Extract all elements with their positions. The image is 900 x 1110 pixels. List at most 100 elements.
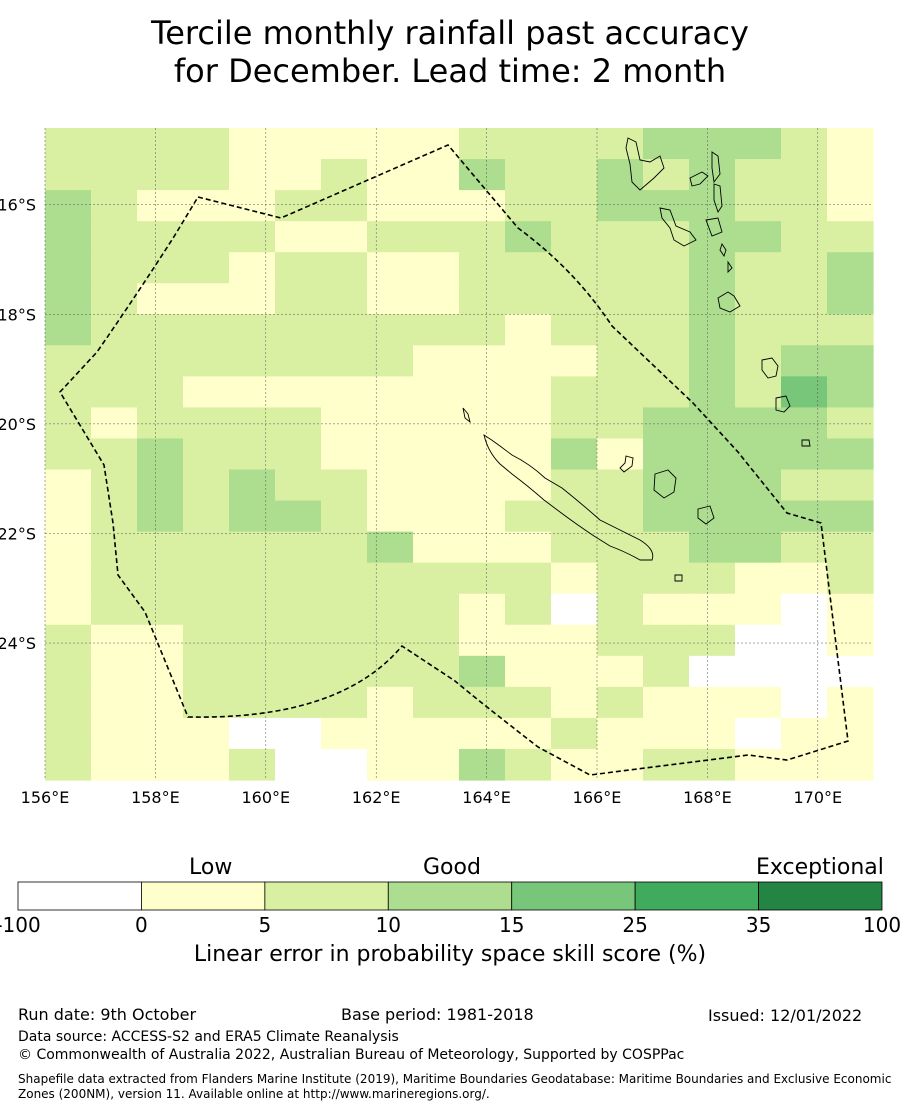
skill-cell: [505, 190, 552, 222]
skill-cell: [643, 686, 690, 719]
skill-cell: [275, 624, 322, 657]
skill-cell: [551, 190, 598, 222]
skill-cell: [367, 438, 414, 471]
skill-cell: [275, 469, 322, 502]
skill-cell: [781, 469, 828, 502]
skill-cell: [45, 221, 92, 253]
skill-cell: [413, 686, 460, 719]
skill-cell: [367, 128, 414, 160]
skill-cell: [735, 376, 782, 409]
skill-cell: [413, 438, 460, 471]
skill-cell: [45, 655, 92, 688]
skill-cell: [689, 531, 736, 564]
skill-cell: [781, 314, 828, 346]
skill-cell: [275, 159, 322, 191]
skill-cell: [459, 717, 506, 750]
skill-cell: [275, 686, 322, 719]
skill-cell: [321, 252, 368, 284]
colorbar-tick-label: 5: [258, 913, 271, 937]
skill-cell: [91, 562, 138, 595]
skill-cell: [597, 190, 644, 222]
skill-cell: [827, 717, 874, 750]
skill-cell: [137, 283, 184, 315]
skill-cell: [597, 345, 644, 377]
colorbar-tick-label: 15: [499, 913, 524, 937]
skill-cell: [597, 159, 644, 191]
skill-cell: [275, 562, 322, 595]
skill-cell: [459, 531, 506, 564]
skill-cell: [597, 221, 644, 253]
island-coastline: [659, 207, 697, 247]
skill-cell: [229, 593, 276, 626]
skill-cell: [45, 562, 92, 595]
run-date: Run date: 9th October: [18, 1005, 197, 1024]
skill-cell: [505, 748, 552, 781]
skill-cell: [551, 593, 598, 626]
skill-cell: [367, 531, 414, 564]
skill-cell: [321, 500, 368, 533]
skill-cell: [551, 748, 598, 781]
skill-cell: [183, 531, 230, 564]
skill-cell: [781, 593, 828, 626]
skill-grid: [45, 128, 874, 781]
skill-cell: [137, 252, 184, 284]
skill-cell: [45, 407, 92, 440]
skill-cell: [505, 438, 552, 471]
skill-cell: [735, 190, 782, 222]
skill-cell: [229, 500, 276, 533]
skill-cell: [367, 252, 414, 284]
skill-cell: [597, 376, 644, 409]
skill-cell: [183, 283, 230, 315]
skill-cell: [413, 314, 460, 346]
skill-cell: [689, 717, 736, 750]
colorbar-segment: [758, 881, 883, 911]
island-coastline: [625, 137, 665, 191]
chart-title: Tercile monthly rainfall past accuracy f…: [0, 14, 900, 90]
skill-cell: [183, 314, 230, 346]
skill-cell: [689, 283, 736, 315]
skill-cell: [597, 469, 644, 502]
skill-cell: [45, 717, 92, 750]
skill-cell: [137, 128, 184, 160]
skill-cell: [505, 717, 552, 750]
skill-cell: [597, 407, 644, 440]
skill-cell: [275, 190, 322, 222]
island-coastline: [705, 217, 723, 237]
longitude-tick-label: 168°E: [683, 788, 732, 807]
skill-cell: [45, 190, 92, 222]
skill-cell: [643, 407, 690, 440]
skill-cell: [413, 531, 460, 564]
skill-cell: [459, 221, 506, 253]
skill-cell: [91, 128, 138, 160]
skill-cell: [367, 190, 414, 222]
skill-cell: [413, 221, 460, 253]
skill-cell: [45, 686, 92, 719]
skill-cell: [505, 655, 552, 688]
skill-cell: [551, 221, 598, 253]
skill-cell: [367, 283, 414, 315]
skill-cell: [689, 438, 736, 471]
colorbar-segment: [141, 881, 266, 911]
skill-cell: [137, 624, 184, 657]
colorbar-caption: Linear error in probability space skill …: [193, 942, 707, 967]
skill-cell: [275, 314, 322, 346]
skill-cell: [735, 283, 782, 315]
skill-cell: [643, 159, 690, 191]
skill-cell: [643, 314, 690, 346]
skill-cell: [91, 314, 138, 346]
skill-cell: [229, 438, 276, 471]
issued-date: Issued: 12/01/2022: [708, 1006, 863, 1025]
skill-cell: [643, 469, 690, 502]
skill-cell: [183, 345, 230, 377]
skill-cell: [827, 252, 874, 284]
skill-cell: [459, 438, 506, 471]
skill-cell: [229, 531, 276, 564]
skill-cell: [413, 500, 460, 533]
skill-cell: [735, 500, 782, 533]
skill-cell: [551, 438, 598, 471]
skill-cell: [45, 748, 92, 781]
skill-cell: [505, 314, 552, 346]
skill-cell: [551, 376, 598, 409]
skill-cell: [413, 562, 460, 595]
skill-cell: [137, 345, 184, 377]
